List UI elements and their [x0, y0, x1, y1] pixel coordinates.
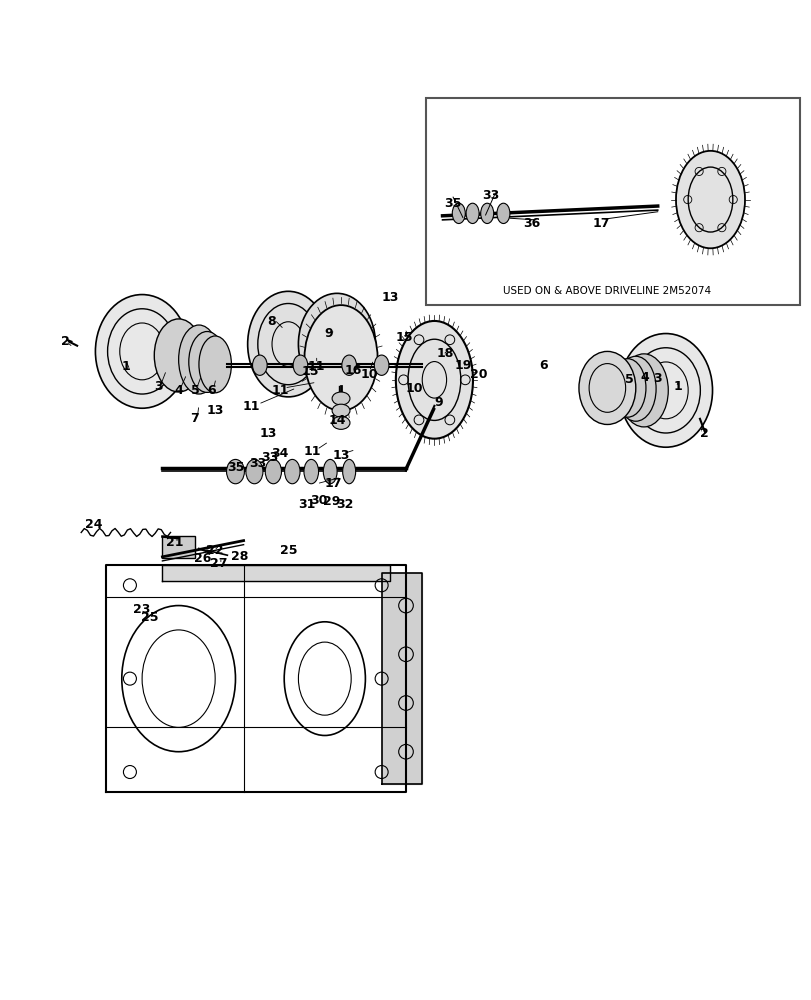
Text: 28: 28: [230, 550, 248, 563]
Text: 11: 11: [307, 360, 325, 373]
Text: 9: 9: [324, 327, 333, 340]
Text: 21: 21: [165, 536, 183, 549]
Text: 33: 33: [249, 457, 267, 470]
Ellipse shape: [247, 291, 328, 397]
Ellipse shape: [332, 392, 350, 405]
Text: 25: 25: [141, 611, 159, 624]
Ellipse shape: [154, 319, 203, 392]
Text: 1: 1: [673, 380, 681, 393]
Text: 1: 1: [122, 360, 130, 373]
Ellipse shape: [332, 404, 350, 417]
Text: 24: 24: [84, 518, 102, 531]
Text: 9: 9: [434, 396, 442, 409]
Text: 36: 36: [522, 217, 540, 230]
Bar: [162, 536, 195, 558]
Text: 33: 33: [482, 189, 500, 202]
Ellipse shape: [303, 459, 318, 484]
Ellipse shape: [293, 355, 307, 375]
Text: 19: 19: [453, 359, 471, 372]
Bar: [426, 98, 799, 305]
Ellipse shape: [246, 459, 263, 484]
Ellipse shape: [608, 359, 645, 417]
Ellipse shape: [95, 295, 188, 408]
Text: 4: 4: [174, 384, 182, 397]
Text: 16: 16: [344, 364, 362, 377]
Text: 17: 17: [324, 477, 341, 490]
Text: 8: 8: [268, 315, 276, 328]
Text: 5: 5: [191, 384, 199, 397]
Ellipse shape: [304, 305, 377, 411]
Text: 14: 14: [328, 414, 345, 427]
Ellipse shape: [332, 416, 350, 429]
Ellipse shape: [466, 203, 478, 224]
Text: 27: 27: [210, 557, 228, 570]
Text: 25: 25: [279, 544, 297, 557]
Text: 10: 10: [360, 368, 378, 381]
Text: 3: 3: [653, 372, 661, 385]
Ellipse shape: [578, 351, 635, 424]
Text: 15: 15: [395, 331, 413, 344]
Text: 30: 30: [310, 493, 328, 506]
Text: 10: 10: [405, 382, 423, 395]
Text: 20: 20: [470, 368, 487, 381]
Text: 18: 18: [436, 347, 453, 360]
Ellipse shape: [298, 293, 375, 395]
Text: 29: 29: [322, 495, 340, 508]
Text: 11: 11: [303, 445, 321, 458]
Text: 23: 23: [133, 603, 151, 616]
Ellipse shape: [265, 459, 281, 484]
Text: USED ON & ABOVE DRIVELINE 2M52074: USED ON & ABOVE DRIVELINE 2M52074: [503, 286, 710, 296]
Text: 13: 13: [206, 404, 224, 417]
Text: 13: 13: [332, 449, 350, 462]
Text: 5: 5: [624, 373, 633, 386]
Text: 11: 11: [271, 384, 289, 397]
Ellipse shape: [226, 459, 244, 484]
Ellipse shape: [496, 203, 509, 224]
Text: 31: 31: [298, 498, 315, 511]
Ellipse shape: [178, 325, 219, 394]
Text: 15: 15: [301, 365, 319, 378]
Text: 6: 6: [539, 359, 547, 372]
Text: 32: 32: [336, 498, 354, 511]
Ellipse shape: [252, 355, 267, 375]
Text: 35: 35: [226, 461, 244, 474]
Text: 35: 35: [444, 197, 461, 210]
Text: 7: 7: [191, 412, 199, 425]
Text: 13: 13: [380, 291, 398, 304]
Text: 3: 3: [154, 380, 162, 393]
Ellipse shape: [396, 321, 472, 439]
Text: 4: 4: [640, 371, 648, 384]
Text: 22: 22: [206, 544, 224, 557]
Ellipse shape: [323, 459, 337, 484]
Ellipse shape: [341, 355, 356, 375]
Text: 11: 11: [242, 400, 260, 413]
Ellipse shape: [480, 203, 493, 224]
Ellipse shape: [374, 355, 388, 375]
Polygon shape: [381, 573, 422, 784]
Ellipse shape: [188, 332, 225, 392]
Ellipse shape: [452, 203, 465, 224]
Ellipse shape: [342, 459, 355, 484]
Polygon shape: [162, 565, 389, 581]
Ellipse shape: [284, 459, 299, 484]
Text: 13: 13: [259, 427, 277, 440]
Text: 2: 2: [700, 427, 708, 440]
Text: 6: 6: [207, 384, 215, 397]
Text: 33: 33: [260, 451, 278, 464]
Text: 34: 34: [271, 447, 289, 460]
Ellipse shape: [618, 334, 711, 447]
Text: 26: 26: [194, 552, 212, 565]
Text: 2: 2: [61, 335, 69, 348]
Ellipse shape: [615, 356, 655, 421]
Ellipse shape: [199, 336, 231, 393]
Ellipse shape: [619, 354, 667, 427]
Text: 17: 17: [591, 217, 609, 230]
Ellipse shape: [675, 151, 744, 248]
